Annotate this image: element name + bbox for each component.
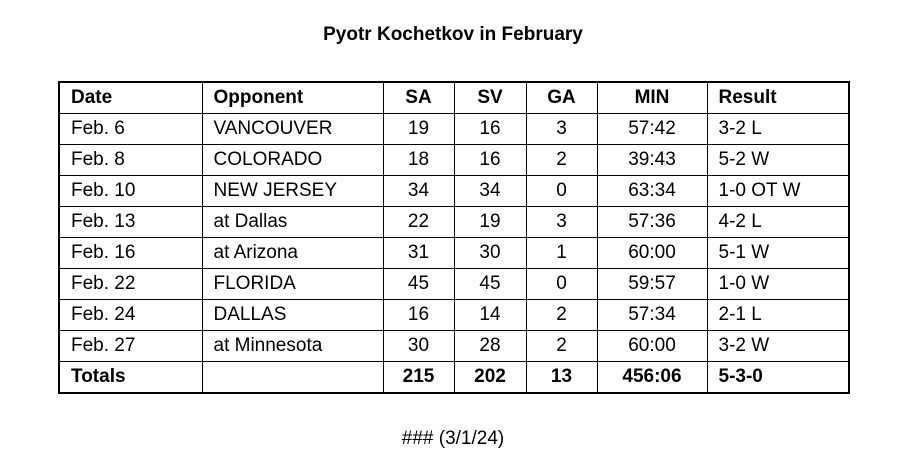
cell-date: Feb. 24 [58,299,203,331]
cell-sa: 45 [382,268,455,300]
cell-opponent: COLORADO [201,144,384,176]
totals-opponent [201,361,384,394]
cell-result: 1-0 OT W [706,175,850,207]
header-result: Result [706,81,850,114]
table-row: Feb. 6 VANCOUVER 19 16 3 57:42 3-2 L [58,113,850,145]
cell-result: 5-1 W [706,237,850,269]
cell-ga: 2 [525,144,598,176]
totals-label: Totals [58,361,203,394]
table-row: Feb. 16 at Arizona 31 30 1 60:00 5-1 W [58,237,850,269]
cell-result: 3-2 W [706,330,850,362]
cell-min: 60:00 [596,237,708,269]
cell-date: Feb. 22 [58,268,203,300]
cell-opponent: VANCOUVER [201,113,384,145]
cell-result: 5-2 W [706,144,850,176]
table-row: Feb. 8 COLORADO 18 16 2 39:43 5-2 W [58,144,850,176]
cell-opponent: at Dallas [201,206,384,238]
cell-date: Feb. 13 [58,206,203,238]
cell-sa: 19 [382,113,455,145]
cell-ga: 3 [525,113,598,145]
cell-sv: 16 [453,144,527,176]
footer-note: ### (3/1/24) [401,428,505,449]
cell-date: Feb. 10 [58,175,203,207]
totals-min: 456:06 [596,361,708,394]
cell-opponent: DALLAS [201,299,384,331]
cell-sv: 16 [453,113,527,145]
cell-min: 59:57 [596,268,708,300]
table-header-row: Date Opponent SA SV GA MIN Result [58,81,850,114]
cell-sv: 34 [453,175,527,207]
table-row: Feb. 24 DALLAS 16 14 2 57:34 2-1 L [58,299,850,331]
table-row: Feb. 22 FLORIDA 45 45 0 59:57 1-0 W [58,268,850,300]
cell-ga: 1 [525,237,598,269]
cell-min: 63:34 [596,175,708,207]
cell-ga: 0 [525,175,598,207]
cell-sv: 19 [453,206,527,238]
header-sa: SA [382,81,455,114]
cell-result: 4-2 L [706,206,850,238]
game-log-table: Date Opponent SA SV GA MIN Result Feb. 6… [58,81,850,394]
header-min: MIN [596,81,708,114]
cell-ga: 0 [525,268,598,300]
cell-result: 1-0 W [706,268,850,300]
cell-sa: 34 [382,175,455,207]
cell-ga: 2 [525,299,598,331]
cell-sa: 30 [382,330,455,362]
totals-sa: 215 [382,361,455,394]
cell-opponent: at Minnesota [201,330,384,362]
cell-ga: 2 [525,330,598,362]
totals-row: Totals 215 202 13 456:06 5-3-0 [58,361,850,394]
cell-min: 57:34 [596,299,708,331]
cell-min: 57:36 [596,206,708,238]
totals-ga: 13 [525,361,598,394]
totals-result: 5-3-0 [706,361,850,394]
cell-min: 39:43 [596,144,708,176]
header-sv: SV [453,81,527,114]
cell-result: 2-1 L [706,299,850,331]
page-title: Pyotr Kochetkov in February [323,24,583,45]
header-opponent: Opponent [201,81,384,114]
totals-sv: 202 [453,361,527,394]
cell-result: 3-2 L [706,113,850,145]
cell-sa: 16 [382,299,455,331]
table-row: Feb. 27 at Minnesota 30 28 2 60:00 3-2 W [58,330,850,362]
cell-sv: 45 [453,268,527,300]
cell-sa: 31 [382,237,455,269]
cell-date: Feb. 27 [58,330,203,362]
cell-sa: 18 [382,144,455,176]
cell-sa: 22 [382,206,455,238]
cell-date: Feb. 6 [58,113,203,145]
cell-opponent: FLORIDA [201,268,384,300]
cell-opponent: at Arizona [201,237,384,269]
header-ga: GA [525,81,598,114]
cell-date: Feb. 8 [58,144,203,176]
cell-min: 60:00 [596,330,708,362]
cell-sv: 14 [453,299,527,331]
cell-sv: 30 [453,237,527,269]
table-row: Feb. 10 NEW JERSEY 34 34 0 63:34 1-0 OT … [58,175,850,207]
cell-date: Feb. 16 [58,237,203,269]
cell-min: 57:42 [596,113,708,145]
cell-sv: 28 [453,330,527,362]
header-date: Date [58,81,203,114]
table-row: Feb. 13 at Dallas 22 19 3 57:36 4-2 L [58,206,850,238]
cell-opponent: NEW JERSEY [201,175,384,207]
cell-ga: 3 [525,206,598,238]
